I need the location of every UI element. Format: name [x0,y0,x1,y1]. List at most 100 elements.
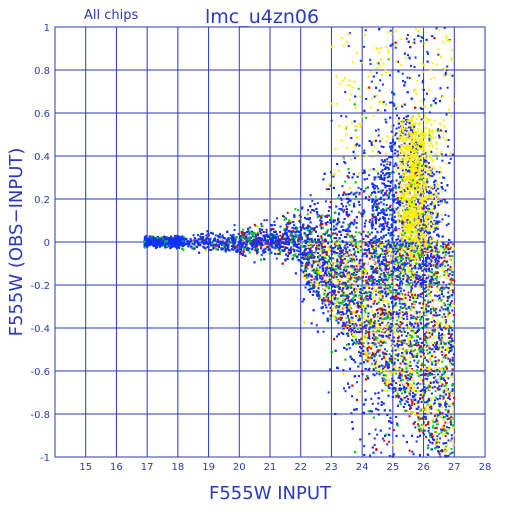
data-point [425,178,428,181]
data-point [367,377,370,380]
data-point [344,358,347,361]
data-point [402,80,405,82]
data-point [425,325,428,328]
data-point [389,330,392,333]
data-point [327,310,330,313]
data-point [334,232,337,235]
data-point [336,261,339,264]
data-point [299,259,302,262]
data-point [364,336,367,339]
data-point [349,357,352,360]
data-point [345,348,348,351]
data-point [436,157,438,160]
data-point [225,242,228,245]
data-point [416,373,419,376]
data-point [214,239,217,242]
data-point [390,130,393,133]
data-point [394,247,397,250]
data-point [224,250,227,253]
data-point [245,248,248,251]
data-point [239,240,242,243]
data-point [285,223,288,226]
data-point [196,245,199,248]
data-point [382,256,385,259]
data-point [349,355,352,358]
data-point [365,282,368,284]
data-point [392,124,395,127]
data-point [427,232,430,235]
data-point [386,443,389,446]
data-point [394,198,397,201]
data-point [404,388,407,391]
data-point [400,373,403,376]
data-point [377,175,380,178]
data-point [209,244,212,247]
data-point [308,229,311,232]
data-point [284,235,286,238]
data-point [380,403,383,406]
data-point [223,249,226,252]
data-point [448,272,451,275]
data-point [322,270,325,272]
data-point [325,188,328,191]
data-point [247,247,250,250]
data-point [227,238,230,241]
data-point [204,240,207,243]
data-point [298,246,301,249]
data-point [234,245,237,248]
data-point [216,238,219,241]
data-point [351,176,354,179]
data-point [276,239,279,242]
data-point [230,237,233,240]
data-point [366,177,369,180]
data-point [420,378,423,381]
data-point [392,195,395,198]
data-point [448,348,451,351]
data-point [239,247,242,250]
data-point [208,238,211,241]
data-point [396,313,399,315]
data-point [338,237,341,240]
data-point [306,236,309,239]
data-point [299,248,302,251]
data-point [396,137,399,140]
data-point [286,247,289,249]
data-point [247,240,250,243]
data-point [364,243,367,246]
data-point [236,250,239,253]
data-point [338,304,341,307]
data-point [339,271,342,274]
data-point [214,234,217,237]
data-point [348,277,351,280]
data-point [252,243,255,246]
data-point [249,242,252,245]
data-point [217,248,219,251]
data-point [234,239,237,242]
data-point [327,303,330,306]
data-point [436,129,439,132]
data-point [369,410,372,413]
data-point [448,360,451,363]
data-point [409,46,412,49]
data-point [380,293,383,296]
data-point [353,253,356,256]
data-point [424,374,427,377]
data-point [357,186,360,189]
data-point [202,238,205,241]
data-point [340,317,343,320]
data-point [317,269,320,272]
data-point [298,250,301,253]
data-point [306,229,309,232]
data-point [368,248,370,250]
data-point [429,111,431,114]
data-point [332,292,335,295]
data-point [436,415,439,418]
data-point [441,221,443,223]
data-point [434,136,437,139]
data-point [233,224,236,227]
data-point [285,227,288,230]
data-point [374,313,377,315]
data-point [399,277,402,280]
data-point [327,270,330,273]
